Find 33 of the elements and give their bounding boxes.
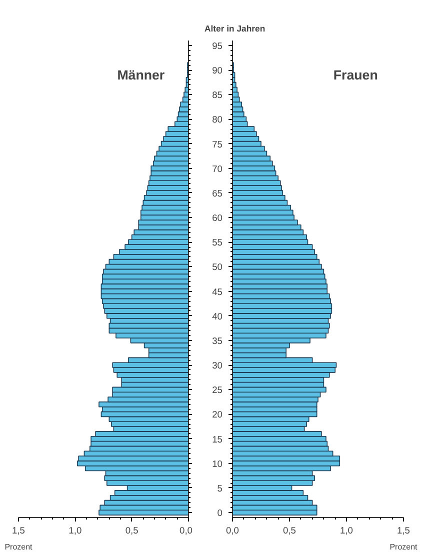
x-axis-title: Prozent: [4, 542, 34, 552]
x-tick-label: 1,5: [12, 526, 25, 536]
y-tick-label: 85: [212, 90, 223, 100]
y-tick-label: 25: [212, 385, 223, 396]
y-tick-label: 10: [212, 458, 223, 469]
y-tick-label: 35: [212, 336, 223, 346]
text: Männer: [117, 67, 165, 82]
x-tick-label: 0,5: [283, 526, 296, 536]
y-tick-label: 70: [212, 164, 223, 174]
x-tick-label: 0,5: [125, 526, 138, 536]
y-tick-label: 80: [212, 114, 223, 125]
x-tick-label: 1,0: [68, 526, 82, 536]
y-tick-label: 50: [212, 262, 223, 272]
y-tick-label: 90: [212, 66, 223, 76]
y-tick-label: 30: [212, 360, 223, 371]
y-axis-title: Alter in Jahren: [204, 24, 266, 34]
y-tick-label: 75: [212, 139, 223, 150]
x-tick-label: 0,0: [180, 526, 192, 536]
y-tick-label: 0: [217, 508, 223, 518]
text: Frauen: [333, 67, 378, 82]
x-tick-label: 1,0: [340, 526, 353, 536]
y-tick-label: 40: [212, 311, 223, 322]
y-tick-label: 65: [212, 188, 223, 198]
x-tick-label: 1,5: [397, 526, 410, 536]
y-tick-label: 45: [212, 286, 223, 297]
y-tick-label: 20: [212, 410, 223, 420]
y-tick-label: 15: [212, 434, 223, 444]
y-tick-label: 60: [212, 213, 223, 224]
y-tick-label: 55: [212, 238, 223, 248]
x-axis-title: Prozent: [390, 542, 418, 552]
x-tick-label: 0,0: [226, 526, 239, 536]
y-tick-label: 95: [212, 40, 223, 51]
y-tick-label: 5: [217, 483, 223, 494]
